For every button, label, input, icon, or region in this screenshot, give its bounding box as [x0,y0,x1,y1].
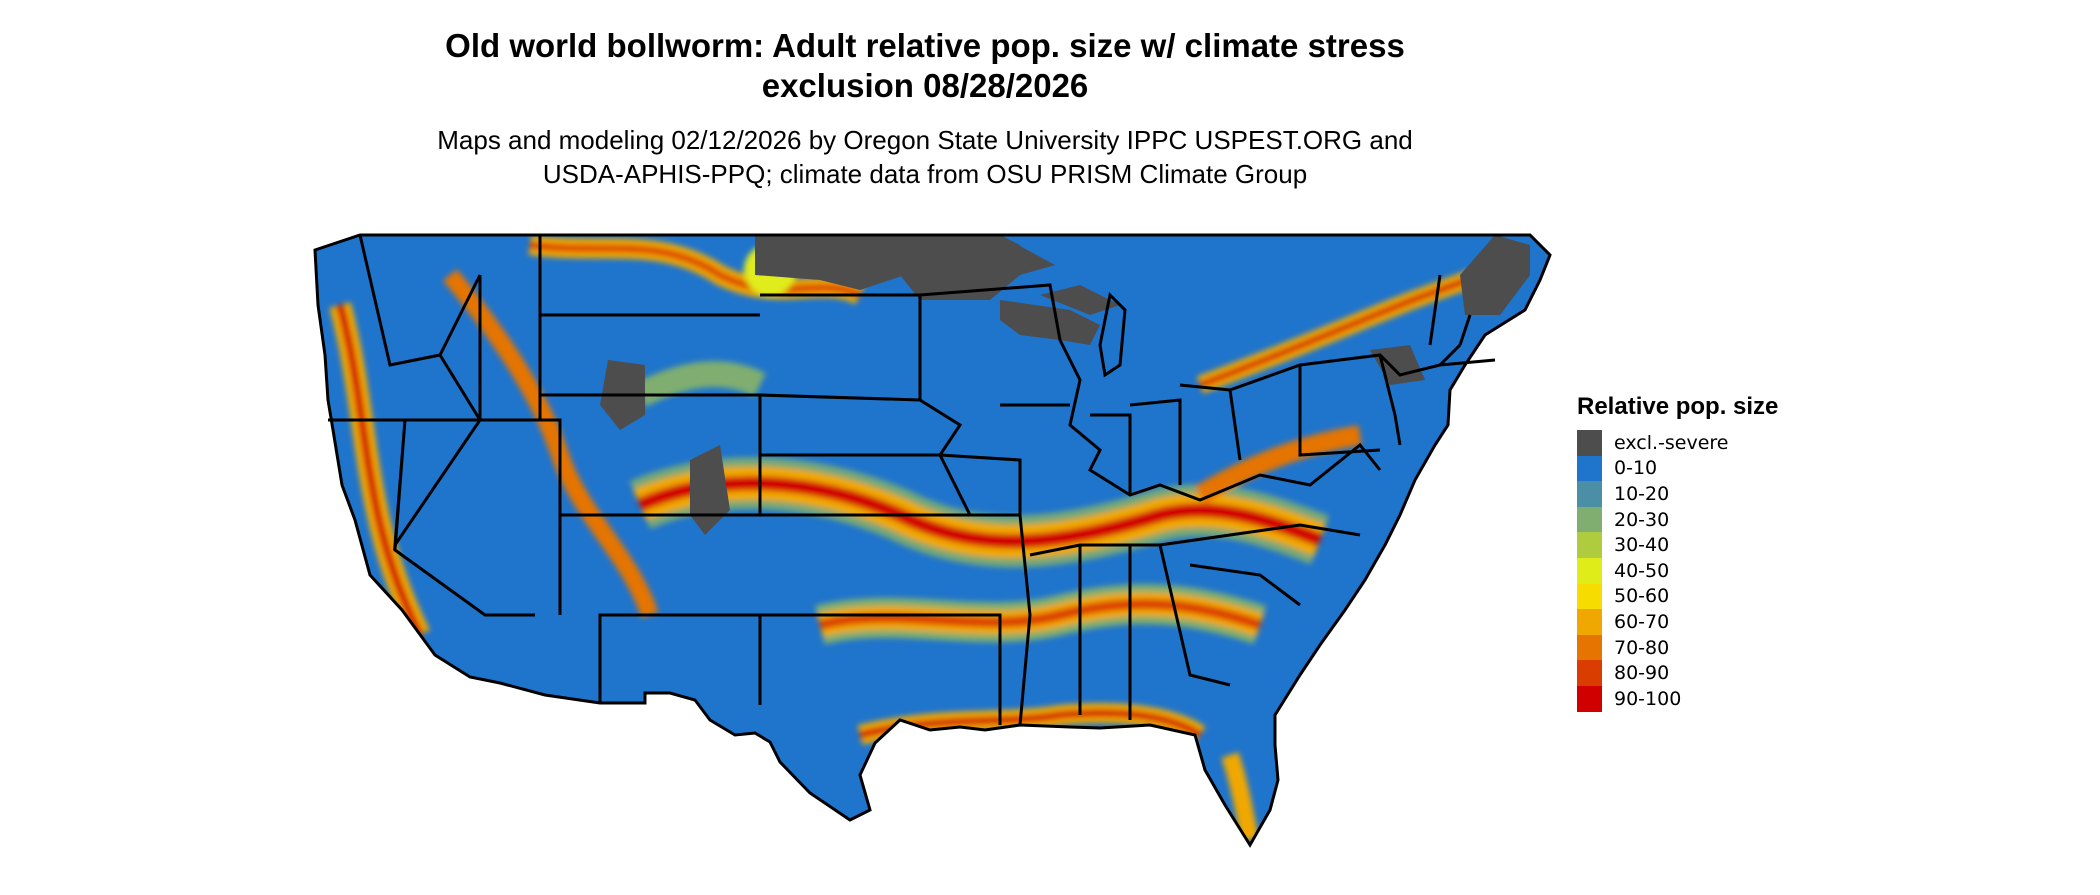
excluded-maine [1460,235,1530,315]
band-gulf-inner [859,709,1202,739]
us-outline [313,233,1552,848]
legend-label: 90-100 [1614,687,1682,710]
legend-title: Relative pop. size [1577,393,1779,420]
legend-swatch [1577,481,1602,507]
legend-label: 10-20 [1614,482,1670,505]
legend-swatch [1577,609,1602,635]
border-plains [759,293,972,617]
legend-swatch [1577,583,1602,610]
legend-item-10-20: 10-20 [1577,481,1778,507]
excluded-areas [600,235,1530,535]
legend-swatch [1577,532,1602,558]
legend-swatch [1577,685,1602,712]
legend-swatch [1577,430,1602,456]
legend-label: 80-90 [1614,662,1670,685]
subtitle-line-2: USDA-APHIS-PPQ; climate data from OSU PR… [542,159,1308,189]
raster-layer [315,235,1550,845]
band-appalachia [1194,425,1362,504]
title-line-1: Old world bollworm: Adult relative pop. … [445,27,1405,64]
us-map [313,233,1552,848]
legend-label: excl.-severe [1614,431,1729,454]
legend-swatch [1577,455,1602,482]
legend-swatch [1577,634,1602,661]
band-inner [637,476,1323,549]
state-borders [313,233,1552,848]
legend-item-0-10: 0-10 [1577,455,1778,482]
map-subtitle: Maps and modeling 02/12/2026 by Oregon S… [0,123,1850,191]
legend-label: 50-60 [1614,585,1670,608]
legend: Relative pop. size excl.-severe 0-10 10-… [1577,392,1778,712]
band-south-inner [818,599,1262,630]
legend-label: 0-10 [1614,457,1658,480]
band-florida [1221,752,1259,842]
excluded-upper-michigan [1040,285,1120,315]
border-northeast [1229,274,1496,457]
band-west-inner [336,303,424,637]
legend-swatch [1577,557,1602,584]
title-line-2: exclusion 08/28/2026 [761,67,1089,104]
legend-item-60-70: 60-70 [1577,609,1778,635]
legend-swatch [1577,660,1602,686]
band-northern-inner [529,241,862,299]
legend-item-excl-severe: excl.-severe [1577,430,1778,456]
legend-item-70-80: 70-80 [1577,634,1778,661]
lake-michigan [1098,291,1127,378]
legend-label: 70-80 [1614,636,1670,659]
legend-swatch [1577,506,1602,533]
legend-items: excl.-severe 0-10 10-20 20-30 30-40 40-5… [1577,430,1778,712]
legend-item-50-60: 50-60 [1577,583,1778,610]
map-title: Old world bollworm: Adult relative pop. … [0,26,1850,106]
legend-label: 40-50 [1614,559,1670,582]
legend-label: 60-70 [1614,610,1670,633]
excluded-minnesota-arrowhead [900,235,1055,300]
legend-item-30-40: 30-40 [1577,532,1778,558]
legend-label: 20-30 [1614,508,1670,531]
band-plains [634,361,766,407]
legend-item-90-100: 90-100 [1577,685,1778,712]
legend-item-80-90: 80-90 [1577,660,1778,686]
legend-item-20-30: 20-30 [1577,506,1778,533]
subtitle-line-1: Maps and modeling 02/12/2026 by Oregon S… [437,125,1413,155]
border-or-ca-nv-id [328,275,535,617]
excluded-adirondacks [1370,345,1425,385]
border-midwest [919,283,1382,517]
excluded-colorado-mtns [690,445,730,535]
legend-item-40-50: 40-50 [1577,557,1778,584]
border-south [940,514,1361,726]
excluded-wisconsin-north [1000,300,1100,345]
legend-label: 30-40 [1614,534,1670,557]
